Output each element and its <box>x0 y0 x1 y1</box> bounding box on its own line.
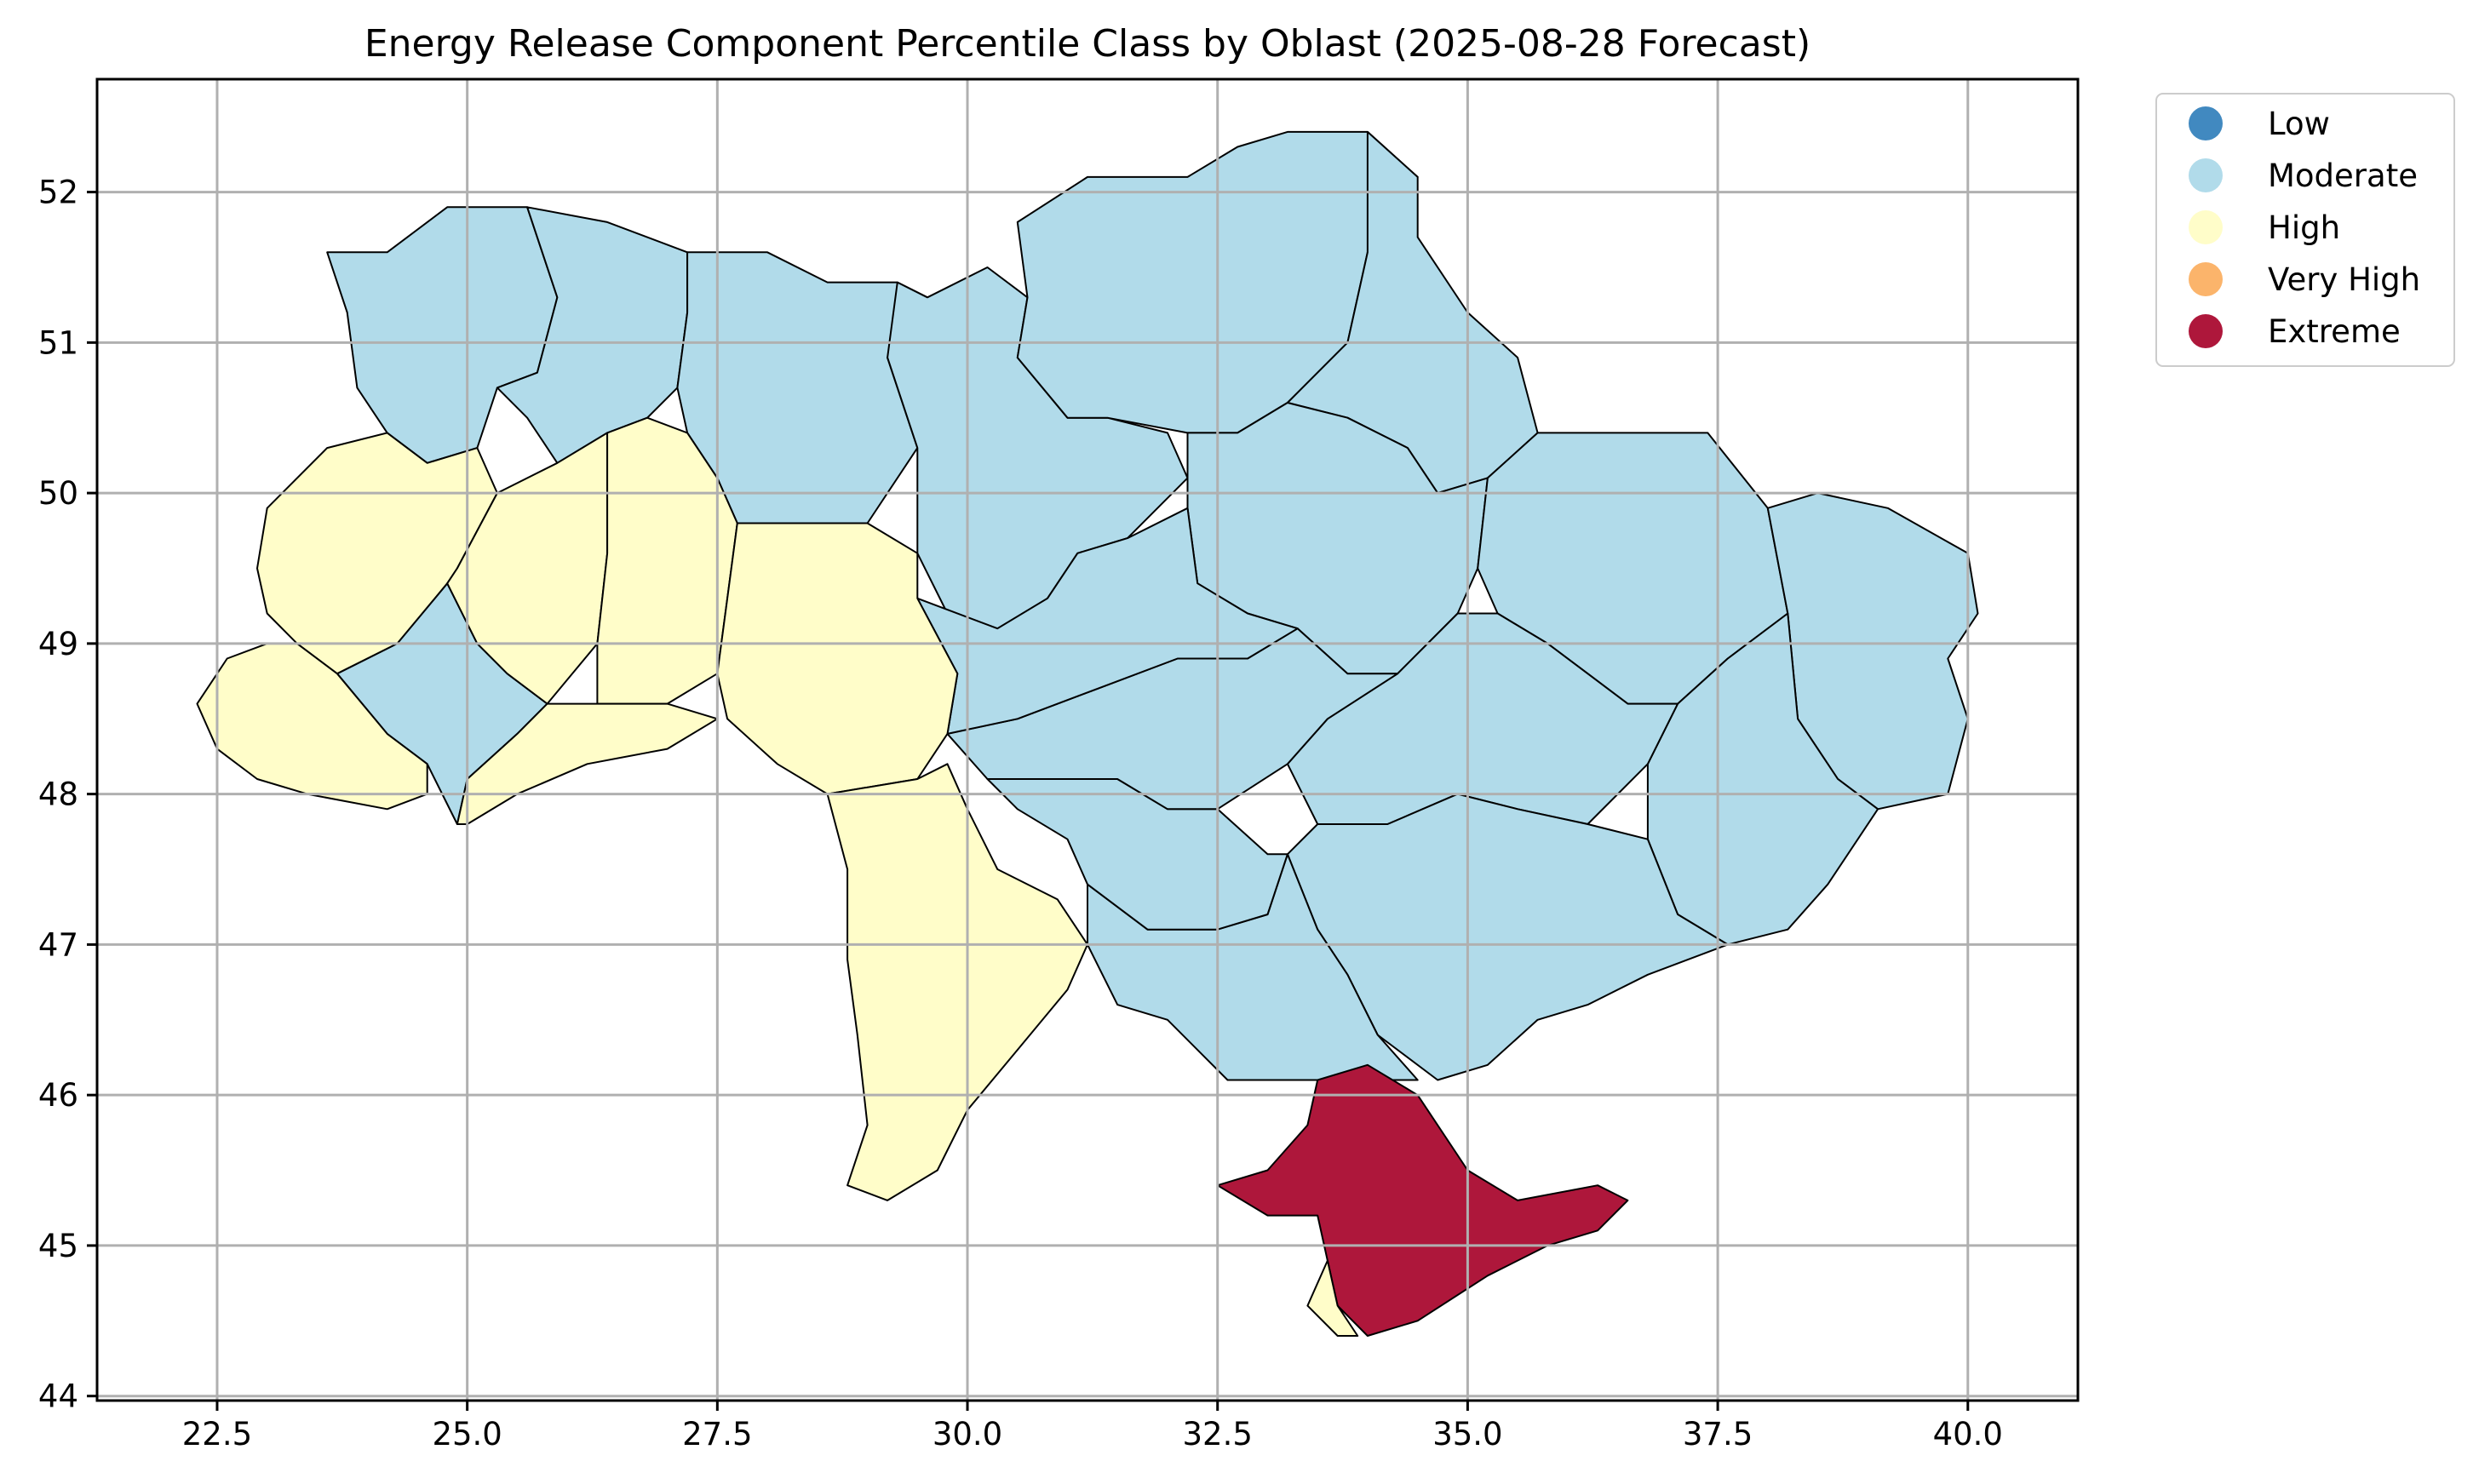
oblast-region-23 <box>456 702 719 825</box>
y-tick-label: 45 <box>38 1228 78 1264</box>
x-tick-label: 35.0 <box>1432 1416 1502 1452</box>
y-tick-label: 44 <box>38 1378 78 1415</box>
legend-label: Extreme <box>2268 313 2401 350</box>
plot-frame <box>95 77 2080 1402</box>
y-tick-label: 46 <box>38 1077 78 1114</box>
plot-area <box>95 77 2080 1402</box>
y-tick-label: 49 <box>38 626 78 662</box>
legend-swatch <box>2189 158 2223 192</box>
y-tick-label: 52 <box>38 175 78 211</box>
y-tick-label: 50 <box>38 475 78 512</box>
legend-swatch <box>2189 262 2223 296</box>
x-tick-label: 25.0 <box>432 1416 502 1452</box>
legend-label: High <box>2268 209 2340 246</box>
legend-frame <box>2155 93 2455 367</box>
chart-title: Energy Release Component Percentile Clas… <box>364 22 1810 66</box>
oblast-region-4 <box>887 266 1189 630</box>
oblast-region-24 <box>826 763 1088 1201</box>
x-tick-label: 32.5 <box>1183 1416 1253 1452</box>
legend-swatch <box>2189 314 2223 348</box>
oblast-region-26 <box>1306 1259 1359 1337</box>
legend-label: Low <box>2268 106 2330 142</box>
legend-swatch <box>2189 106 2223 140</box>
legend-label: Moderate <box>2268 158 2418 194</box>
grid-lines <box>97 79 2078 1401</box>
y-axis: 44 45 46 47 48 49 50 51 52 <box>38 175 97 1415</box>
oblast-region-21 <box>716 522 959 795</box>
legend: Low Moderate High Very High Extreme <box>2155 93 2455 367</box>
y-tick-label: 51 <box>38 324 78 361</box>
x-tick-label: 30.0 <box>932 1416 1002 1452</box>
y-tick-label: 47 <box>38 926 78 963</box>
x-tick-label: 22.5 <box>182 1416 252 1452</box>
x-axis: 22.5 25.0 27.5 30.0 32.5 35.0 37.5 40.0 <box>182 1401 2003 1452</box>
oblast-region-16 <box>916 507 1299 735</box>
y-tick-label: 48 <box>38 776 78 813</box>
x-tick-label: 37.5 <box>1683 1416 1753 1452</box>
x-tick-label: 27.5 <box>682 1416 752 1452</box>
legend-swatch <box>2189 210 2223 244</box>
x-tick-label: 40.0 <box>1933 1416 2003 1452</box>
legend-label: Very High <box>2268 261 2420 298</box>
